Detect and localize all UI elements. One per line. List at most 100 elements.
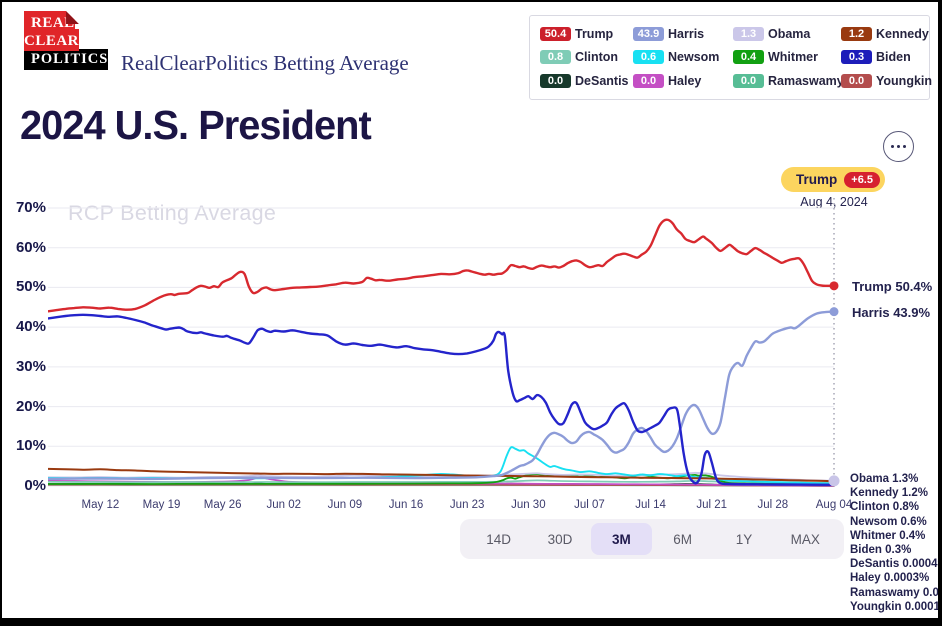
minor-candidates-labels: Obama 1.3% Kennedy 1.2% Clinton 0.8% Newsom…: [850, 472, 942, 614]
series-line-kennedy: [48, 467, 835, 483]
legend-candidate-name: Trump: [575, 26, 614, 41]
y-tick-70: 70%: [15, 199, 46, 216]
legend-item-youngkin[interactable]: 0.0 Youngkin: [841, 74, 932, 89]
legend-value-pill: 1.3: [733, 26, 764, 41]
legend-value-pill: 0.0: [733, 74, 764, 89]
chart-watermark: RCP Betting Average: [68, 201, 277, 225]
x-tick-jul-07: Jul 07: [574, 499, 605, 511]
cursor-date: Aug 4, 2024: [800, 195, 868, 209]
series-line-clinton: [48, 479, 835, 484]
legend-value-pill: 43.9: [633, 26, 664, 41]
legend-item-kennedy[interactable]: 1.2 Kennedy: [841, 26, 929, 41]
y-tick-40: 40%: [15, 318, 46, 336]
minor-end-label-desantis: DeSantis 0.0004%: [850, 558, 942, 571]
x-tick-aug-04: Aug 04: [815, 499, 853, 511]
legend-candidate-name: Obama: [768, 26, 811, 41]
range-button-1y[interactable]: 1Y: [713, 523, 774, 555]
logo-line-clear: CLEAR: [24, 33, 80, 49]
leader-margin-badge: +6.5: [844, 171, 880, 188]
x-tick-jun-16: Jun 16: [388, 499, 424, 511]
rcp-logo[interactable]: REAL CLEAR POLITICS: [24, 11, 112, 70]
legend-value-pill: 0.6: [633, 50, 664, 65]
range-button-14d[interactable]: 14D: [468, 523, 529, 555]
x-tick-may-26: May 26: [203, 499, 242, 511]
legend-item-biden[interactable]: 0.3 Biden: [841, 50, 921, 65]
legend-value-pill: 0.3: [841, 50, 872, 65]
minor-end-label-biden: Biden 0.3%: [850, 544, 912, 557]
range-button-max[interactable]: MAX: [775, 523, 836, 555]
ellipsis-icon: [902, 144, 907, 149]
betting-legend: 50.4 Trump 43.9 Harris 1.3 Obama 1.2 Kennedy 0.8…: [529, 15, 932, 100]
legend-item-harris[interactable]: 43.9 Harris: [633, 26, 733, 41]
leader-name: Trump: [796, 172, 838, 187]
rcp-logo-red-block: REAL CLEAR: [24, 11, 80, 51]
x-tick-jul-28: Jul 28: [757, 499, 789, 511]
logo-line-politics: POLITICS: [24, 49, 109, 70]
leader-badge: Trump +6.5: [781, 167, 885, 192]
minor-end-label-newsom: Newsom 0.6%: [850, 515, 927, 528]
legend-candidate-name: Haley: [668, 74, 702, 89]
x-tick-jul-14: Jul 14: [635, 499, 666, 511]
x-tick-jun-23: Jun 23: [449, 499, 485, 511]
legend-value-pill: 0.0: [633, 74, 664, 89]
legend-item-clinton[interactable]: 0.8 Clinton: [540, 50, 633, 65]
legend-candidate-name: Biden: [876, 50, 911, 65]
legend-candidate-name: Kennedy: [876, 26, 929, 41]
x-tick-jun-30: Jun 30: [511, 499, 546, 511]
x-tick-jul-21: Jul 21: [696, 499, 728, 511]
y-tick-0: 0%: [24, 477, 46, 494]
y-tick-60: 60%: [15, 238, 46, 256]
minor-end-label-obama: Obama 1.3%: [850, 473, 919, 485]
ellipsis-icon: [896, 144, 901, 149]
legend-item-desantis[interactable]: 0.0 DeSantis: [540, 74, 633, 89]
x-tick-jun-09: Jun 09: [327, 499, 363, 511]
time-range-selector: 14D 30D 3M 6M 1Y MAX: [460, 519, 844, 559]
legend-candidate-name: Clinton: [575, 50, 619, 65]
logo-line-real: REAL: [31, 15, 75, 31]
y-tick-20: 20%: [15, 397, 46, 415]
legend-candidate-name: Ramaswamy: [768, 74, 844, 89]
page-title: 2024 U.S. President: [20, 102, 372, 148]
series-line-harris: [48, 310, 836, 481]
series-line-biden: [48, 313, 836, 486]
trump-end-label: Trump 50.4%: [852, 279, 933, 294]
end-marker-obama: [828, 475, 840, 487]
end-marker-trump: [829, 281, 839, 291]
legend-candidate-name: Newsom: [668, 50, 720, 65]
minor-end-label-kennedy: Kennedy 1.2%: [850, 487, 928, 500]
x-tick-jun-02: Jun 02: [266, 499, 302, 511]
legend-item-ramaswamy[interactable]: 0.0 Ramaswamy: [733, 74, 844, 89]
minor-end-label-ramaswamy: Ramaswamy 0.0002%: [850, 586, 939, 599]
minor-end-label-haley: Haley 0.0003%: [850, 572, 930, 585]
legend-item-trump[interactable]: 50.4 Trump: [540, 26, 633, 41]
legend-value-pill: 0.0: [841, 74, 872, 89]
legend-item-obama[interactable]: 1.3 Obama: [733, 26, 841, 41]
y-tick-10: 10%: [15, 437, 46, 455]
range-button-3m[interactable]: 3M: [590, 523, 652, 555]
range-button-6m[interactable]: 6M: [652, 523, 713, 555]
legend-item-newsom[interactable]: 0.6 Newsom: [633, 50, 733, 65]
legend-candidate-name: Whitmer: [768, 50, 818, 65]
legend-value-pill: 0.8: [540, 50, 571, 65]
minor-end-label-youngkin: Youngkin 0.0001%: [850, 600, 942, 613]
x-tick-may-12: May 12: [81, 499, 120, 511]
legend-candidate-name: DeSantis: [575, 74, 629, 89]
y-tick-30: 30%: [15, 357, 46, 375]
range-button-30d[interactable]: 30D: [529, 523, 590, 555]
legend-item-whitmer[interactable]: 0.4 Whitmer: [733, 50, 841, 65]
minor-end-label-clinton: Clinton 0.8%: [850, 501, 920, 514]
more-options-button[interactable]: [883, 131, 914, 162]
y-tick-50: 50%: [15, 278, 46, 296]
series-line-trump: [48, 218, 836, 313]
betting-average-chart[interactable]: [48, 198, 840, 510]
harris-end-label: Harris 43.9%: [852, 305, 931, 320]
minor-end-label-whitmer: Whitmer 0.4%: [850, 529, 926, 542]
end-marker-harris: [829, 307, 839, 317]
legend-item-haley[interactable]: 0.0 Haley: [633, 74, 733, 89]
legend-candidate-name: Harris: [668, 26, 705, 41]
x-tick-may-19: May 19: [142, 499, 181, 511]
legend-value-pill: 0.4: [733, 50, 764, 65]
legend-value-pill: 50.4: [540, 26, 571, 41]
legend-candidate-name: Youngkin: [876, 74, 933, 89]
